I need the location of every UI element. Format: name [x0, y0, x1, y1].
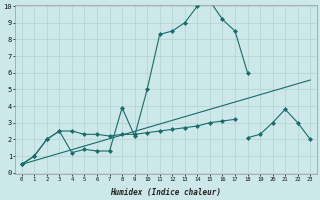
X-axis label: Humidex (Indice chaleur): Humidex (Indice chaleur) [110, 188, 221, 197]
